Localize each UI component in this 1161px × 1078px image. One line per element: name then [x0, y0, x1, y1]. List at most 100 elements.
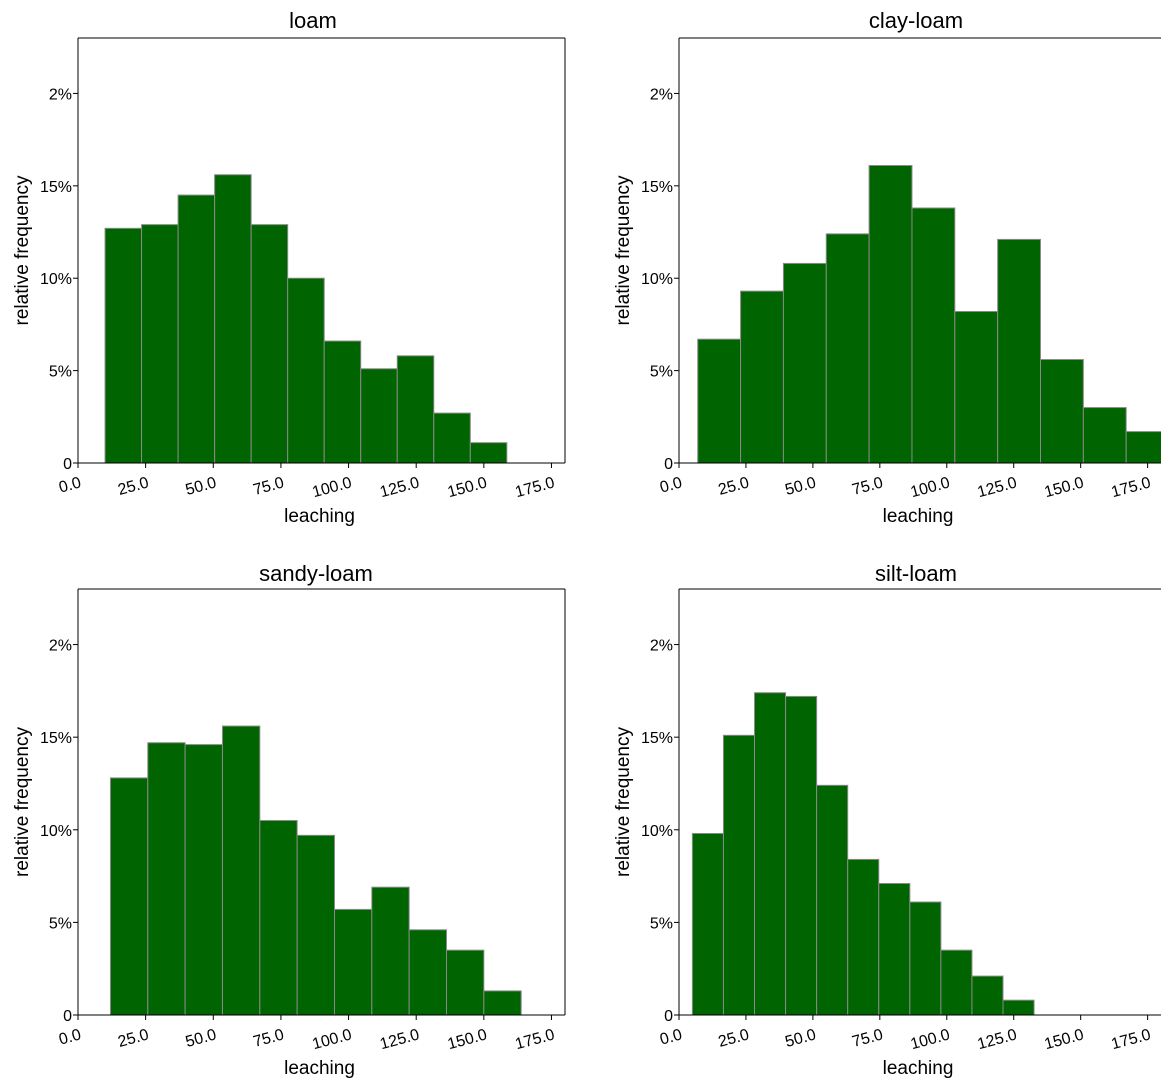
- y-tick-label: 5%: [49, 915, 72, 932]
- x-tick-label: 0.0: [658, 474, 684, 496]
- histogram-bar: [825, 233, 870, 464]
- x-tick-label: 125.0: [976, 1026, 1019, 1053]
- histogram-bar: [847, 858, 880, 1016]
- y-tick-label: 0: [63, 1008, 72, 1025]
- histogram-bar: [396, 355, 435, 464]
- x-tick-label: 175.0: [513, 1026, 556, 1053]
- x-axis-label: leaching: [284, 1058, 355, 1078]
- y-tick-label: 10%: [40, 823, 72, 840]
- histogram-bar: [740, 290, 784, 464]
- chart-title: clay-loam: [869, 8, 963, 33]
- y-tick-label: 10%: [40, 271, 72, 288]
- x-tick-label: 150.0: [1043, 474, 1086, 501]
- histogram-bar: [1125, 431, 1161, 464]
- histogram-bar: [954, 310, 999, 464]
- chart-panel-sandy-loam: 0 5% 10% 15% 2% 0.0 25.0 50.0 75.0 100.0 125.0 150.…: [12, 561, 566, 1078]
- y-tick-label: 2%: [49, 638, 72, 655]
- y-axis-label: relative frequency: [613, 175, 634, 325]
- x-tick-label: 100.0: [311, 1026, 354, 1053]
- histogram-bar: [333, 908, 373, 1016]
- histogram-bar: [250, 224, 289, 464]
- y-tick-label: 0: [664, 1008, 673, 1025]
- histogram-bar: [408, 929, 447, 1016]
- histogram-bar: [147, 742, 186, 1016]
- histogram-bar: [259, 820, 298, 1016]
- histogram-bar: [1040, 359, 1084, 464]
- y-tick-label: 2%: [650, 638, 673, 655]
- x-tick-label: 50.0: [184, 474, 219, 499]
- y-tick-label: 15%: [641, 730, 673, 747]
- histogram-bar: [469, 442, 508, 464]
- histogram-bar: [141, 224, 179, 464]
- y-tick-label: 2%: [650, 86, 673, 103]
- x-tick-label: 175.0: [1110, 1026, 1153, 1053]
- x-tick-label: 25.0: [116, 1026, 151, 1051]
- y-tick-label: 0: [664, 456, 673, 473]
- histogram-bar: [184, 744, 223, 1016]
- y-tick-label: 5%: [650, 915, 673, 932]
- histogram-bar: [1082, 407, 1127, 464]
- histogram-bar: [445, 949, 485, 1016]
- histogram-bar: [782, 262, 827, 464]
- histogram-bar: [785, 695, 818, 1016]
- y-tick-label: 15%: [40, 730, 72, 747]
- x-axis-label: leaching: [883, 506, 954, 527]
- x-tick-label: 50.0: [783, 1026, 818, 1051]
- x-tick-label: 125.0: [378, 1026, 421, 1053]
- histogram-bar: [296, 834, 335, 1016]
- histogram-bar: [997, 238, 1042, 464]
- histogram-bar: [177, 194, 216, 464]
- chart-panel-silt-loam: 0 5% 10% 15% 2% 0.0 25.0 50.0 75.0 100.0 125.0 150.…: [613, 561, 1161, 1078]
- x-tick-label: 125.0: [976, 474, 1019, 501]
- histogram-bar: [816, 784, 849, 1016]
- y-tick-label: 2%: [49, 86, 72, 103]
- x-tick-label: 150.0: [1043, 1026, 1086, 1053]
- histogram-bar: [104, 227, 143, 464]
- y-axis-label: relative frequency: [613, 727, 634, 877]
- y-tick-label: 10%: [641, 271, 673, 288]
- x-tick-label: 150.0: [446, 1026, 489, 1053]
- histogram-bar: [878, 882, 911, 1016]
- y-tick-label: 15%: [641, 179, 673, 196]
- y-tick-label: 5%: [650, 364, 673, 381]
- x-tick-label: 75.0: [850, 1026, 885, 1051]
- x-tick-label: 100.0: [909, 1026, 952, 1053]
- x-tick-label: 0.0: [57, 1026, 83, 1048]
- x-tick-label: 75.0: [850, 474, 885, 499]
- x-tick-label: 50.0: [783, 474, 818, 499]
- x-tick-label: 175.0: [1110, 474, 1153, 501]
- y-tick-label: 15%: [40, 179, 72, 196]
- x-tick-label: 100.0: [311, 474, 354, 501]
- y-tick-label: 0: [63, 456, 72, 473]
- histogram-bar: [971, 975, 1004, 1016]
- histogram-bar: [691, 832, 724, 1016]
- histogram-bar: [360, 368, 398, 464]
- histogram-bar: [940, 949, 973, 1016]
- x-tick-label: 0.0: [658, 1026, 684, 1048]
- chart-panel-loam: 0 5% 10% 15% 2% 0.0 25.0 50.0 75.0 100.0 125.0 150.…: [12, 8, 566, 527]
- histogram-bar: [868, 165, 913, 464]
- histogram-bar: [911, 207, 956, 464]
- x-tick-label: 50.0: [184, 1026, 219, 1051]
- chart-title: loam: [289, 8, 337, 33]
- chart-panel-clay-loam: 0 5% 10% 15% 2% 0.0 25.0 50.0 75.0 100.0 125.0 150.…: [613, 8, 1161, 527]
- x-tick-label: 0.0: [57, 474, 83, 496]
- x-axis-label: leaching: [284, 506, 355, 527]
- x-tick-label: 150.0: [446, 474, 489, 501]
- histogram-bar: [909, 901, 942, 1016]
- histogram-bar: [287, 277, 325, 464]
- x-tick-label: 125.0: [378, 474, 421, 501]
- x-tick-label: 25.0: [717, 474, 752, 499]
- y-tick-label: 5%: [49, 364, 72, 381]
- y-tick-label: 10%: [641, 823, 673, 840]
- x-tick-label: 25.0: [116, 474, 151, 499]
- histogram-bar: [433, 412, 471, 464]
- histogram-bar: [722, 734, 756, 1016]
- histogram-bar: [221, 725, 261, 1016]
- x-tick-label: 175.0: [513, 474, 556, 501]
- histogram-bar: [754, 692, 787, 1016]
- chart-title: sandy-loam: [259, 561, 373, 586]
- histogram-bar: [1002, 999, 1035, 1016]
- x-tick-label: 25.0: [717, 1026, 752, 1051]
